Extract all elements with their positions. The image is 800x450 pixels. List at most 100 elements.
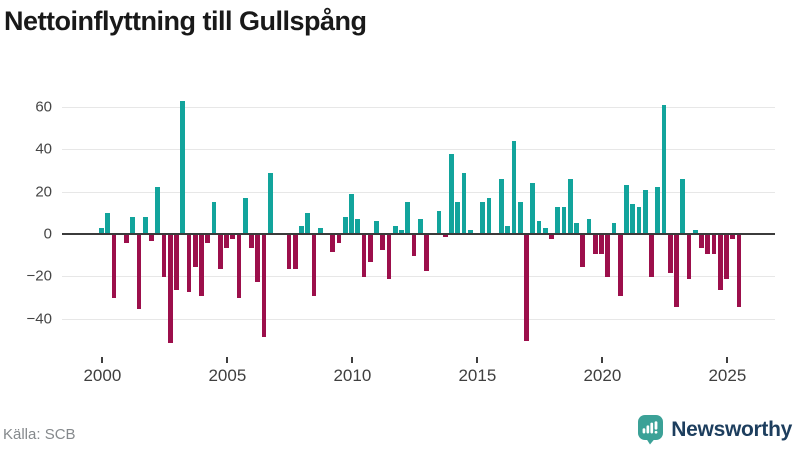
bar-negative	[699, 235, 704, 248]
x-axis-label: 2015	[458, 366, 497, 385]
bar-positive	[630, 204, 636, 234]
bar-negative	[236, 235, 242, 299]
bar-negative	[674, 235, 679, 307]
bar-positive	[180, 100, 186, 234]
x-axis-label: 2020	[583, 366, 622, 385]
bar-positive	[555, 206, 561, 234]
x-axis-tick	[601, 357, 603, 363]
source-caption: Källa: SCB	[3, 426, 76, 443]
x-axis-label: 2000	[83, 366, 122, 385]
bar-positive	[661, 104, 667, 234]
y-axis-label: 20	[35, 183, 52, 201]
bar-positive	[299, 225, 304, 234]
bar-positive	[574, 223, 579, 234]
bar-positive	[305, 212, 311, 234]
x-axis-tick	[101, 357, 103, 363]
bar-negative	[205, 235, 211, 244]
bar-positive	[461, 172, 467, 234]
bar-positive	[355, 219, 361, 234]
bar-positive	[467, 229, 473, 234]
bar-positive	[692, 229, 698, 234]
bar-positive	[486, 198, 492, 234]
bar-negative	[424, 235, 429, 271]
bar-negative	[230, 235, 236, 240]
x-axis-label: 2010	[333, 366, 372, 385]
bar-negative	[336, 235, 342, 244]
chart-title: Nettoinflyttning till Gullspång	[4, 6, 367, 36]
bar-negative	[367, 235, 373, 263]
bar-positive	[130, 217, 136, 234]
y-axis-label: 0	[43, 225, 52, 243]
bar-negative	[186, 235, 192, 293]
bar-positive	[267, 172, 273, 234]
bar-positive	[680, 179, 686, 234]
bar-negative	[605, 235, 611, 278]
bar-positive	[636, 206, 642, 234]
bar-negative	[292, 235, 298, 269]
bar-negative	[311, 235, 317, 297]
bar-negative	[192, 235, 198, 267]
bar-negative	[717, 235, 723, 290]
y-axis-label: 40	[35, 140, 52, 158]
bar-negative	[599, 235, 604, 255]
x-axis-label: 2005	[208, 366, 247, 385]
bar-positive	[536, 221, 542, 234]
bar-negative	[580, 235, 586, 267]
bar-positive	[105, 212, 111, 234]
bar-positive	[417, 219, 423, 234]
zero-axis-line	[62, 233, 775, 235]
bar-negative	[736, 235, 742, 307]
bar-positive	[561, 206, 567, 234]
bar-positive	[567, 179, 573, 234]
bar-negative	[261, 235, 267, 337]
bar-positive	[517, 202, 523, 234]
bar-negative	[149, 235, 154, 242]
bar-positive	[586, 219, 592, 234]
bar-positive	[542, 227, 548, 234]
bar-negative	[255, 235, 261, 282]
bar-positive	[342, 217, 348, 234]
bar-negative	[286, 235, 292, 269]
gridline	[62, 191, 775, 193]
bar-negative	[380, 235, 386, 250]
x-axis-tick	[476, 357, 478, 363]
bar-negative	[705, 235, 711, 255]
bar-negative	[111, 235, 117, 299]
y-axis-label: −20	[26, 267, 52, 285]
newsworthy-logo[interactable]: Newsworthy	[637, 414, 792, 445]
bar-positive	[624, 185, 629, 234]
bar-positive	[655, 187, 661, 234]
bar-positive	[480, 202, 486, 234]
gridline	[62, 276, 775, 278]
bar-positive	[392, 225, 398, 234]
bar-positive	[99, 227, 104, 234]
bar-positive	[449, 153, 454, 234]
gridline	[62, 107, 775, 109]
bar-positive	[455, 202, 461, 234]
bar-positive	[211, 202, 217, 234]
bar-negative	[174, 235, 179, 290]
bar-positive	[505, 225, 511, 234]
x-axis-label: 2025	[708, 366, 747, 385]
newsworthy-logo-text: Newsworthy	[671, 417, 792, 441]
bar-negative	[249, 235, 254, 248]
bar-positive	[405, 202, 411, 234]
bar-positive	[611, 223, 617, 234]
y-axis-label: 60	[35, 98, 52, 116]
bar-positive	[499, 179, 504, 234]
y-axis-label: −40	[26, 310, 52, 328]
bar-positive	[530, 183, 536, 234]
bar-positive	[142, 217, 148, 234]
newsworthy-bubble-chart-icon	[637, 414, 664, 445]
bar-negative	[124, 235, 129, 244]
bar-positive	[155, 187, 161, 234]
bar-positive	[642, 189, 648, 234]
bar-negative	[711, 235, 717, 255]
bar-negative	[649, 235, 654, 278]
bar-positive	[317, 227, 323, 234]
bar-negative	[724, 235, 729, 280]
bar-negative	[524, 235, 529, 341]
x-axis-tick	[726, 357, 728, 363]
bar-positive	[242, 198, 248, 234]
